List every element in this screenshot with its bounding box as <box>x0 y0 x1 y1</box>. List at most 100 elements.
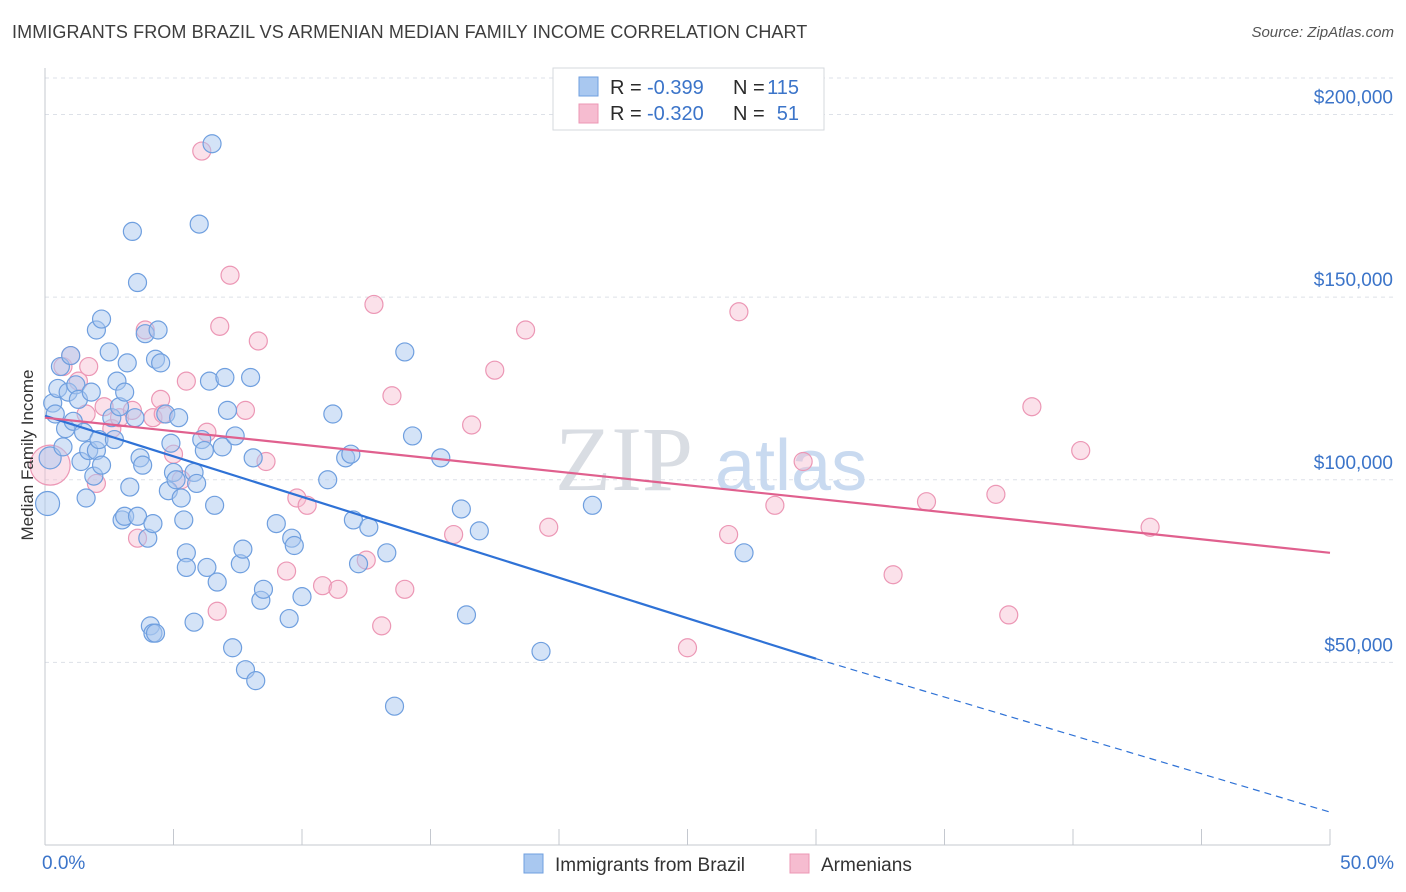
brazil-point <box>91 455 112 475</box>
armenian-point <box>312 576 333 596</box>
brazil-point <box>91 309 112 329</box>
brazil-point <box>143 513 163 534</box>
brazil-point <box>169 408 189 428</box>
brazil-point <box>377 543 397 563</box>
brazil-point <box>145 623 166 643</box>
brazil-point <box>133 455 153 475</box>
brazil-point <box>197 557 217 578</box>
brazil-point <box>266 513 286 534</box>
armenian-point <box>248 331 268 351</box>
brazil-point <box>395 342 415 362</box>
armenian-point <box>916 492 937 512</box>
brazil-point <box>61 345 81 366</box>
brazil-point <box>81 382 101 402</box>
armenian-point <box>765 495 785 515</box>
bottom-legend: Immigrants from Brazil Armenians <box>523 853 912 876</box>
armenian-point <box>1071 440 1091 461</box>
brazil-point <box>456 605 477 625</box>
brazil-point <box>215 367 235 388</box>
armenian-trend-line <box>44 416 1331 554</box>
brazil-point <box>99 342 119 362</box>
armenian-point <box>395 579 415 599</box>
brazil-point <box>125 408 145 428</box>
brazil-point <box>151 353 171 373</box>
armenian-point <box>462 415 482 435</box>
y-tick-label: $50,000 <box>1324 635 1393 656</box>
y-tick-label: $200,000 <box>1314 88 1393 109</box>
brazil-point <box>402 426 423 446</box>
armenian-point <box>485 360 505 380</box>
legend-swatch-brazil <box>578 76 599 97</box>
legend-n-value-armenian: 51 <box>777 103 799 125</box>
armenian-point <box>999 605 1019 625</box>
armenian-point <box>372 616 392 636</box>
chart-source: Source: ZipAtlas.com <box>1251 24 1394 41</box>
legend-n-label-armenian: N = <box>733 103 765 125</box>
armenian-point <box>364 294 384 315</box>
brazil-point <box>122 221 142 241</box>
brazil-point <box>187 473 207 494</box>
brazil-points <box>34 134 754 716</box>
armenian-point <box>515 320 536 340</box>
watermark-atlas: atlas <box>715 426 867 506</box>
brazil-point <box>171 488 191 508</box>
tick-labels: $50,000 $100,000 $150,000 $200,000 0.0% 50.0% <box>42 88 1394 874</box>
brazil-point <box>469 521 489 541</box>
brazil-point <box>161 433 181 453</box>
brazil-point <box>166 470 186 490</box>
y-axis-label: Median Family Income <box>18 369 37 540</box>
brazil-point <box>284 535 304 556</box>
legend-r-label-armenian: R = <box>610 103 642 125</box>
armenian-point <box>677 638 698 658</box>
brazil-point <box>318 470 338 490</box>
brazil-point <box>246 671 266 691</box>
brazil-point <box>243 448 263 468</box>
brazil-point <box>212 437 232 457</box>
brazil-point <box>117 353 137 373</box>
armenian-point <box>382 386 402 406</box>
brazil-point <box>34 490 61 517</box>
brazil-point <box>233 539 253 559</box>
armenian-point <box>207 601 227 621</box>
brazil-point <box>148 320 168 340</box>
x-tick-label-max: 50.0% <box>1340 853 1394 874</box>
brazil-point <box>202 134 222 154</box>
armenian-point <box>176 371 196 391</box>
brazil-point <box>53 437 73 457</box>
brazil-point <box>582 495 603 515</box>
bottom-legend-swatch-brazil <box>523 853 544 874</box>
bottom-legend-label-armenian: Armenians <box>821 855 912 876</box>
armenian-point <box>883 565 903 585</box>
legend-box: R = -0.399 N = 115 R = -0.320 N = 51 <box>552 67 825 131</box>
brazil-point <box>127 272 148 293</box>
armenian-point <box>1140 517 1160 537</box>
brazil-point <box>174 510 194 530</box>
y-tick-label: $150,000 <box>1314 270 1393 291</box>
brazil-trend-line <box>44 414 817 660</box>
bottom-legend-label-brazil: Immigrants from Brazil <box>555 855 745 876</box>
armenian-point <box>986 484 1006 504</box>
watermark-zip: ZIP <box>555 408 693 510</box>
brazil-point <box>734 543 754 563</box>
armenian-point <box>444 524 464 545</box>
brazil-point <box>217 400 238 420</box>
brazil-trend-extension <box>815 658 1331 813</box>
legend-r-label-brazil: R = <box>610 77 642 99</box>
brazil-point <box>253 579 274 599</box>
bottom-legend-swatch-armenian <box>789 853 810 874</box>
legend-r-value-armenian: -0.320 <box>647 103 704 125</box>
legend-n-label-brazil: N = <box>733 77 765 99</box>
armenian-point <box>220 265 240 285</box>
brazil-point <box>279 608 299 629</box>
armenian-point <box>79 356 99 377</box>
y-tick-label: $100,000 <box>1314 453 1393 474</box>
brazil-point <box>323 404 343 424</box>
brazil-point <box>341 444 361 464</box>
brazil-point <box>76 488 96 508</box>
armenian-point <box>719 524 739 545</box>
legend-r-value-brazil: -0.399 <box>647 77 704 99</box>
brazil-point <box>348 554 369 574</box>
chart-title: IMMIGRANTS FROM BRAZIL VS ARMENIAN MEDIA… <box>12 22 808 42</box>
brazil-point <box>205 495 225 515</box>
